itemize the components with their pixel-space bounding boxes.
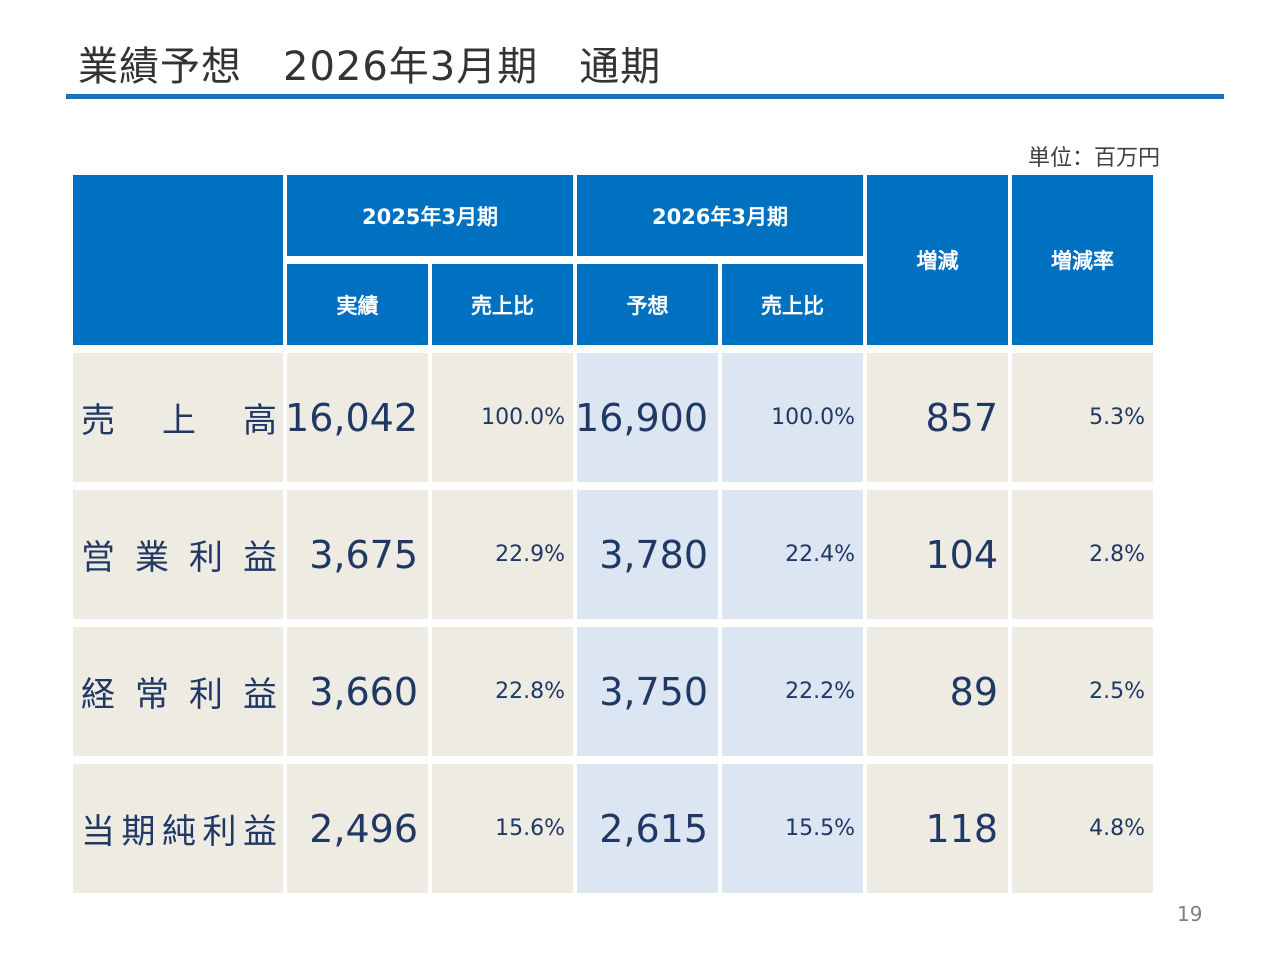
actual-value: 3,675 (287, 490, 428, 619)
forecast-table: 2025年3月期 2026年3月期 増減 増減率 実績 売上比 予想 売上比 売… (73, 175, 1153, 893)
row-label-char: 利 (189, 538, 223, 578)
row-label: 売 上 高 (73, 353, 283, 482)
row-label-char: 当 (81, 812, 115, 852)
row-label-char: 純 (162, 812, 196, 852)
row-label-char: 経 (81, 675, 115, 715)
row-label: 営 業 利 益 (73, 490, 283, 619)
header-change-rate: 増減率 (1012, 175, 1153, 345)
ratio-prev-value: 100.0% (432, 353, 573, 482)
rate-value: 2.5% (1012, 627, 1153, 756)
ratio-prev-value: 15.6% (432, 764, 573, 893)
row-label-char: 益 (243, 812, 277, 852)
row-label-char: 業 (135, 538, 169, 578)
actual-value: 3,660 (287, 627, 428, 756)
ratio-next-value: 15.5% (722, 764, 863, 893)
title-underline (66, 94, 1224, 99)
ratio-prev-value: 22.9% (432, 490, 573, 619)
header-change: 増減 (867, 175, 1008, 345)
row-label-char: 営 (81, 538, 115, 578)
row-label: 当 期 純 利 益 (73, 764, 283, 893)
rate-value: 5.3% (1012, 353, 1153, 482)
actual-value: 16,042 (285, 353, 428, 482)
row-label-char: 高 (243, 401, 277, 441)
unit-label: 単位：百万円 (1027, 146, 1160, 171)
ratio-next-value: 22.4% (722, 490, 863, 619)
header-actual: 実績 (287, 264, 428, 345)
change-value: 89 (867, 627, 1008, 756)
header-period-2025: 2025年3月期 (287, 175, 573, 256)
page-title: 業績予想 2026年3月期 通期 (78, 44, 662, 90)
change-value: 104 (867, 490, 1008, 619)
row-label-char: 利 (202, 812, 237, 852)
page-number: 19 (1177, 902, 1203, 926)
header-forecast: 予想 (577, 264, 718, 345)
header-corner (73, 175, 283, 345)
change-value: 857 (867, 353, 1008, 482)
row-label-char: 益 (243, 538, 277, 578)
change-value: 118 (867, 764, 1008, 893)
header-sales-ratio-prev: 売上比 (432, 264, 573, 345)
forecast-value: 3,750 (577, 627, 718, 756)
rate-value: 2.8% (1012, 490, 1153, 619)
row-label-char: 売 (81, 401, 115, 441)
forecast-value: 2,615 (577, 764, 718, 893)
ratio-next-value: 100.0% (722, 353, 863, 482)
row-label-char: 利 (189, 675, 223, 715)
row-label: 経 常 利 益 (73, 627, 283, 756)
row-label-char: 上 (162, 401, 196, 441)
header-period-2026: 2026年3月期 (577, 175, 863, 256)
rate-value: 4.8% (1012, 764, 1153, 893)
forecast-value: 16,900 (575, 353, 718, 482)
ratio-prev-value: 22.8% (432, 627, 573, 756)
header-sales-ratio-next: 売上比 (722, 264, 863, 345)
actual-value: 2,496 (287, 764, 428, 893)
row-label-char: 期 (121, 812, 156, 852)
row-label-char: 常 (135, 675, 169, 715)
ratio-next-value: 22.2% (722, 627, 863, 756)
forecast-value: 3,780 (577, 490, 718, 619)
row-label-char: 益 (243, 675, 277, 715)
